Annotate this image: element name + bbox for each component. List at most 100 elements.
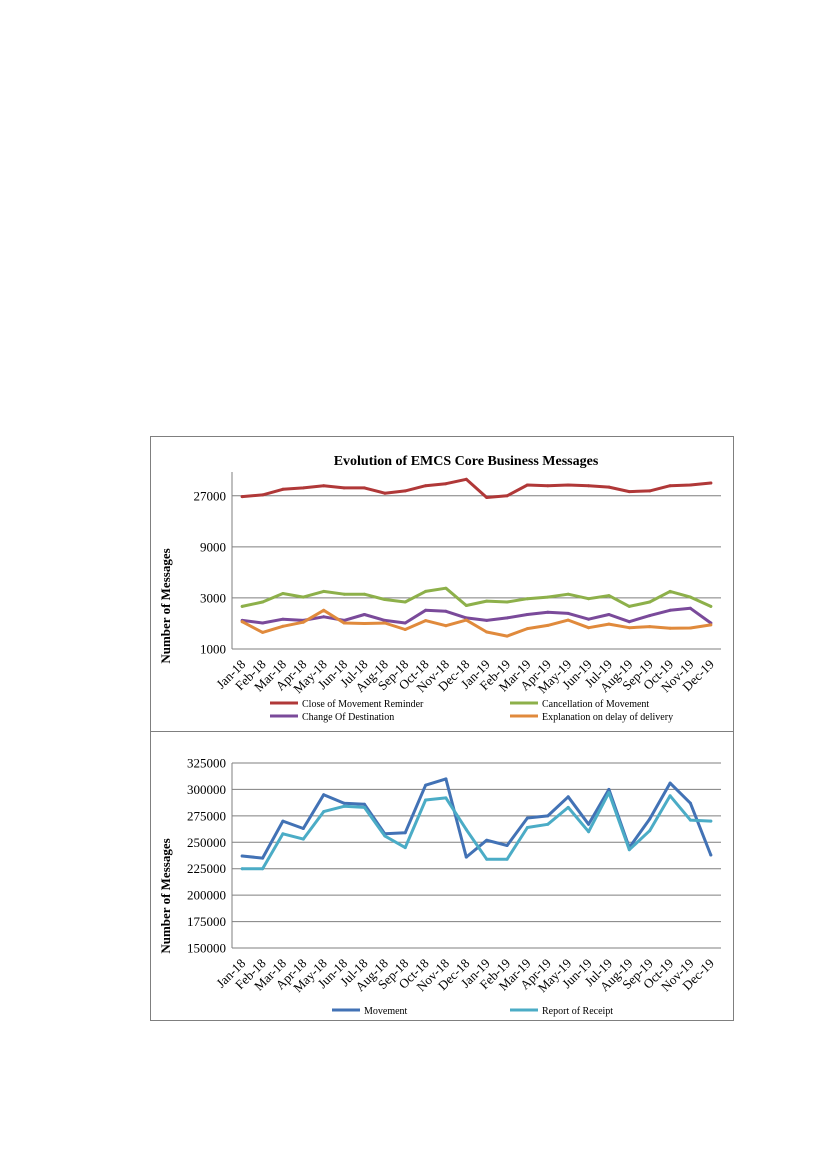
chart-1-series-0-point-2 <box>281 487 285 491</box>
chart-2-series-1-point-8 <box>403 846 407 850</box>
chart-1-series-2-point-8 <box>403 621 407 625</box>
chart-1-series-0-point-19 <box>627 490 631 494</box>
chart-1-series-3-point-3 <box>301 620 305 624</box>
chart-2-series-1-point-3 <box>301 837 305 841</box>
chart-1-series-3-point-21 <box>668 626 672 630</box>
chart-2-series-1-point-22 <box>688 818 692 822</box>
chart-figure <box>150 436 734 1021</box>
chart-1-series-1-point-13 <box>505 600 509 604</box>
chart-1-series-3-point-8 <box>403 628 407 631</box>
chart-1-y-tick-label-1: 3000 <box>200 590 226 605</box>
chart-1-series-0-point-11 <box>464 477 468 481</box>
chart-2-series-line-0 <box>240 777 713 860</box>
chart-1-series-3-point-15 <box>546 623 550 627</box>
chart-1-series-2-point-20 <box>648 614 652 618</box>
chart-2-series-0-point-10 <box>444 777 448 781</box>
chart-1-series-line-0 <box>240 477 713 499</box>
chart-2-y-tick-label-1: 175000 <box>187 914 226 929</box>
chart-2-series-1-point-16 <box>566 805 570 809</box>
chart-1-series-3-point-14 <box>525 627 529 631</box>
chart-1-series-1-point-21 <box>668 589 672 593</box>
chart-2-series-0-point-18 <box>607 787 611 791</box>
chart-1-series-2-point-12 <box>485 618 489 622</box>
chart-1-series-2-point-18 <box>607 613 611 616</box>
chart-1-series-3-point-20 <box>648 625 652 629</box>
chart-2-series-1-point-20 <box>648 829 652 833</box>
chart-1-series-3-point-9 <box>424 619 428 623</box>
chart-1-series-0-point-18 <box>607 485 611 489</box>
chart-2-series-1-point-17 <box>587 830 591 834</box>
chart-1-series-3-point-17 <box>587 626 591 630</box>
chart-1-series-0-point-21 <box>668 484 672 488</box>
chart-2-series-0-point-11 <box>464 855 468 859</box>
chart-2-series-0-point-16 <box>566 795 570 799</box>
chart-1-series-1-point-11 <box>464 604 468 607</box>
chart-2-series-1-point-11 <box>464 828 468 832</box>
chart-2-series-0-point-4 <box>322 793 326 797</box>
chart-2-series-1-point-14 <box>525 826 529 829</box>
chart-2-series-0-point-20 <box>648 817 652 821</box>
chart-2-series-1-point-10 <box>444 796 448 800</box>
chart-2-legend-label-0: Movement <box>364 1006 408 1017</box>
chart-1-series-0-point-15 <box>546 484 550 488</box>
chart-2-y-tick-label-7: 325000 <box>187 756 226 771</box>
chart-1-series-1-point-2 <box>281 592 285 595</box>
chart-1-series-1-point-7 <box>383 598 387 601</box>
chart-1-series-1-point-6 <box>362 592 366 596</box>
chart-1-series-3-point-18 <box>607 622 611 626</box>
chart-2-series-1-point-6 <box>362 805 366 809</box>
chart-2-series-0-point-2 <box>281 819 285 823</box>
chart-1-series-3-point-16 <box>566 618 570 622</box>
chart-2-series-1-point-0 <box>240 867 244 871</box>
chart-1-series-0-point-16 <box>566 483 570 487</box>
chart-2-series-0-point-21 <box>668 781 672 785</box>
chart-1-series-3-point-13 <box>505 634 509 638</box>
chart-1-series-0-point-4 <box>322 484 326 488</box>
chart-1-series-1-point-23 <box>709 604 713 608</box>
chart-2-series-0-point-12 <box>485 838 489 842</box>
chart-1-title: Evolution of EMCS Core Business Messages <box>334 454 599 469</box>
chart-2-series-1-point-12 <box>485 857 489 861</box>
chart-2-series-1-point-5 <box>342 804 346 808</box>
chart-1-series-1-point-18 <box>607 594 611 598</box>
chart-1-series-1-point-14 <box>525 597 529 601</box>
chart-1: 10003000900027000Jan-18Feb-18Mar-18Apr-1… <box>194 472 721 723</box>
chart-1-series-1-point-19 <box>627 604 631 608</box>
chart-1-series-3-point-7 <box>383 621 387 625</box>
chart-1-series-1-point-22 <box>688 595 692 599</box>
chart-1-series-0-point-1 <box>261 493 265 497</box>
chart-1-series-line-1 <box>240 586 713 608</box>
chart-1-series-3-point-4 <box>322 608 326 612</box>
chart-1-legend-label-1: Cancellation of Movement <box>542 699 649 710</box>
chart-1-series-2-point-14 <box>525 613 529 616</box>
chart-1-series-line-3 <box>240 608 713 638</box>
chart-2-series-0-point-5 <box>342 801 346 805</box>
chart-2-series-1-point-18 <box>607 791 611 795</box>
chart-1-legend-label-0: Close of Movement Reminder <box>302 699 424 710</box>
chart-1-series-2-point-17 <box>587 617 591 621</box>
chart-2-series-line-1 <box>240 791 713 871</box>
chart-1-series-1-point-0 <box>240 604 244 608</box>
chart-1-series-0-point-10 <box>444 482 448 486</box>
chart-1-series-2-point-9 <box>424 608 428 612</box>
chart-2: 150000 175000 200000 225000 250000 275000 3000… <box>187 756 721 1017</box>
chart-2-y-tick-label-0: 150000 <box>187 941 226 956</box>
chart-1-series-2-point-19 <box>627 620 631 624</box>
chart-2-series-1-point-4 <box>322 810 326 814</box>
chart-1-series-0-point-3 <box>301 486 305 490</box>
chart-1-series-0-point-14 <box>525 483 529 487</box>
chart-1-series-1-point-16 <box>566 592 570 596</box>
chart-1-series-2-point-13 <box>505 616 509 620</box>
chart-2-series-0-point-0 <box>240 854 244 858</box>
chart-1-series-3-point-12 <box>485 630 489 634</box>
chart-1-series-0-point-7 <box>383 491 387 495</box>
chart-1-series-0-point-23 <box>709 481 713 485</box>
chart-2-series-0-point-1 <box>261 856 265 860</box>
chart-1-y-tick-label-0: 1000 <box>200 642 226 657</box>
chart-1-series-1-point-1 <box>261 600 265 604</box>
chart-2-series-0-point-17 <box>587 822 591 826</box>
chart-2-series-1-point-9 <box>424 798 428 802</box>
chart-1-series-3-point-10 <box>444 624 448 628</box>
chart-1-series-1-point-4 <box>322 589 326 593</box>
chart-2-series-0-point-3 <box>301 827 305 830</box>
